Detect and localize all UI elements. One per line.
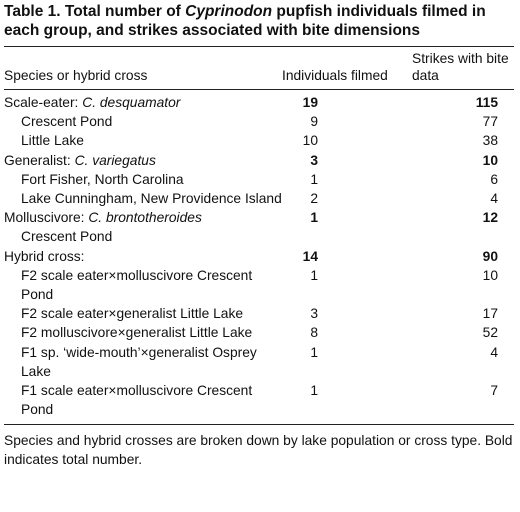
subgroup-label: Crescent Pond	[21, 229, 113, 245]
subgroup-label: Little Lake	[21, 133, 84, 149]
individuals-value: 1	[310, 267, 318, 283]
strikes-value: 38	[482, 133, 498, 149]
individuals-value: 2	[310, 191, 318, 207]
group-label-prefix: Molluscivore:	[4, 210, 89, 226]
individuals-value: 3	[310, 152, 318, 168]
table-row: Crescent Pond	[4, 227, 514, 246]
table-title: Table 1. Total number of Cyprinodon pupf…	[4, 0, 514, 40]
strikes-value: 4	[490, 191, 498, 207]
table-row: F2 scale eater×molluscivore Crescent Pon…	[4, 266, 514, 304]
table-row: F2 molluscivore×generalist Little Lake 8 5…	[4, 323, 514, 342]
subgroup-label: F2 molluscivore×generalist Little Lake	[21, 325, 253, 341]
strikes-value: 90	[482, 248, 498, 264]
group-label-species: C. variegatus	[74, 152, 156, 168]
group-label: Generalist: C. variegatus	[4, 151, 282, 170]
strikes-value: 10	[482, 152, 498, 168]
header-row: Species or hybrid cross Individuals film…	[4, 47, 514, 89]
subgroup-label: Fort Fisher, North Carolina	[21, 171, 184, 187]
individuals-value: 10	[302, 133, 318, 149]
subgroup-label: F1 scale eater×molluscivore Crescent Pon…	[21, 383, 253, 418]
group-label-prefix: Generalist:	[4, 152, 75, 168]
table-group-row: Generalist: C. variegatus 3 10	[4, 151, 514, 170]
group-label-species: C. brontotheroides	[88, 210, 202, 226]
subgroup-label: Crescent Pond	[21, 114, 113, 130]
table-group-row: Hybrid cross: 14 90	[4, 247, 514, 266]
table-footnote: Species and hybrid crosses are broken do…	[4, 433, 513, 468]
group-label-prefix: Scale-eater:	[4, 95, 83, 110]
subgroup-label: F1 sp. ‘wide-mouth’×generalist Osprey La…	[21, 344, 257, 379]
table-group-row: Scale-eater: C. desquamator 19 115	[4, 90, 514, 112]
header-rule	[4, 89, 514, 90]
bottom-rule	[4, 424, 514, 426]
strikes-value: 10	[482, 267, 498, 283]
individuals-value: 3	[310, 306, 318, 322]
title-genus: Cyprinodon	[185, 3, 273, 20]
individuals-value	[282, 227, 412, 246]
strikes-value: 77	[482, 114, 498, 130]
strikes-value: 4	[490, 344, 498, 360]
group-label: Molluscivore: C. brontotheroides	[4, 208, 282, 227]
strikes-value: 7	[490, 383, 498, 399]
table-row: Crescent Pond 9 77	[4, 112, 514, 131]
strikes-value: 17	[482, 306, 498, 322]
group-label: Hybrid cross:	[4, 247, 282, 266]
top-rule	[4, 46, 514, 47]
strikes-value: 12	[482, 210, 498, 226]
table-row: Fort Fisher, North Carolina 1 6	[4, 170, 514, 189]
individuals-value: 14	[302, 248, 318, 264]
group-label: Scale-eater: C. desquamator	[4, 90, 282, 112]
data-table: Species or hybrid cross Individuals film…	[4, 47, 514, 424]
strikes-value	[412, 227, 514, 246]
table-row: Lake Cunningham, New Providence Island 2 4	[4, 189, 514, 208]
header-strikes: Strikes with bite data	[412, 51, 509, 83]
title-suffix: pupfish individuals filmed in each group…	[4, 3, 486, 39]
table-row: F1 scale eater×molluscivore Crescent Pon…	[4, 381, 514, 424]
strikes-value: 52	[482, 325, 498, 341]
individuals-value: 1	[310, 210, 318, 226]
table-row: Little Lake 10 38	[4, 131, 514, 150]
individuals-value: 19	[302, 95, 318, 110]
strikes-value: 6	[490, 171, 498, 187]
group-label-species: C. desquamator	[82, 95, 181, 110]
table-row: F2 scale eater×generalist Little Lake 3 17	[4, 304, 514, 323]
individuals-value: 1	[310, 171, 318, 187]
subgroup-label: F2 scale eater×generalist Little Lake	[21, 306, 244, 322]
subgroup-label: Lake Cunningham, New Providence Island	[21, 191, 282, 207]
individuals-value: 8	[310, 325, 318, 341]
individuals-value: 1	[310, 344, 318, 360]
header-individuals: Individuals filmed	[282, 68, 388, 83]
title-prefix: Table 1. Total number of	[4, 3, 186, 20]
subgroup-label: F2 scale eater×molluscivore Crescent Pon…	[21, 267, 253, 303]
table-body: Scale-eater: C. desquamator 19 115 Crescent…	[4, 90, 514, 424]
table-row: F1 sp. ‘wide-mouth’×generalist Osprey La…	[4, 343, 514, 381]
group-label-prefix: Hybrid cross:	[4, 248, 85, 264]
header-species: Species or hybrid cross	[4, 68, 148, 83]
individuals-value: 1	[310, 383, 318, 399]
strikes-value: 115	[475, 95, 498, 110]
individuals-value: 9	[310, 114, 318, 130]
table-group-row: Molluscivore: C. brontotheroides 1 12	[4, 208, 514, 227]
